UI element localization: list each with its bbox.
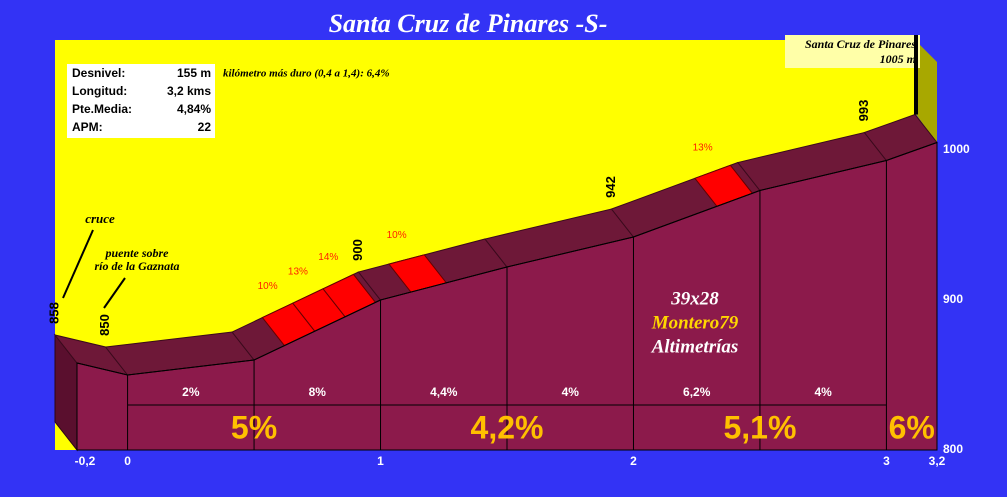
annotation: río de la Gaznata [94, 259, 179, 273]
info-value: 155 m [177, 66, 211, 80]
half-km-gradient: 4% [815, 385, 833, 399]
side-wall [915, 40, 937, 143]
elevation-label: 850 [97, 314, 112, 336]
summit-name: Santa Cruz de Pinares [805, 37, 916, 51]
steep-label: 13% [288, 267, 308, 278]
half-km-gradient: 6,2% [683, 385, 711, 399]
half-km-gradient: 4,4% [430, 385, 458, 399]
info-label: Longitud: [72, 84, 127, 98]
km-gradient: 5,1% [723, 409, 796, 445]
half-km-gradient: 2% [182, 385, 200, 399]
info-label: Desnivel: [72, 66, 125, 80]
credit: Montero79 [651, 312, 739, 333]
y-tick-label: 800 [943, 442, 963, 456]
km-gradient: 6% [889, 409, 935, 445]
info-box: Desnivel: 155 m Longitud: 3,2 kms Pte.Media:… [67, 64, 215, 138]
info-label: APM: [72, 120, 103, 134]
info-value: 22 [198, 120, 212, 134]
x-tick-label: 2 [630, 454, 637, 468]
info-background [67, 64, 215, 138]
x-tick-label: 0 [124, 454, 131, 468]
info-label: Pte.Media: [72, 102, 132, 116]
x-tick-label: -0,2 [75, 454, 96, 468]
steep-label: 14% [318, 252, 338, 263]
hardest-km-note: kilómetro más duro (0,4 a 1,4): 6,4% [223, 68, 390, 80]
half-km-gradient: 8% [309, 385, 327, 399]
annotation-line [62, 229, 94, 299]
half-km-gradient: 4% [562, 385, 580, 399]
steep-label: 10% [258, 281, 278, 292]
credit: Altimetrías [651, 336, 739, 357]
chart-title: Santa Cruz de Pinares -S- [329, 9, 608, 38]
annotation-line [103, 277, 126, 309]
y-tick-label: 1000 [943, 142, 970, 156]
summit-elevation: 1005 m [880, 52, 916, 66]
y-tick-label: 900 [943, 292, 963, 306]
x-tick-label: 1 [377, 454, 384, 468]
annotation: puente sobre [105, 246, 170, 260]
elevation-label: 993 [856, 100, 871, 122]
credit: 39x28 [670, 288, 719, 309]
steep-label: 10% [387, 230, 407, 241]
summit-box [785, 35, 920, 68]
info-value: 4,84% [177, 102, 211, 116]
annotation: cruce [85, 211, 115, 226]
elevation-label: 900 [350, 239, 365, 261]
km-gradient: 5% [231, 409, 277, 445]
elevation-label: 942 [603, 176, 618, 198]
info-value: 3,2 kms [167, 84, 211, 98]
elevation-label: 858 [46, 302, 61, 324]
steep-label: 13% [693, 142, 713, 153]
x-tick-label: 3,2 [929, 454, 946, 468]
x-tick-label: 3 [883, 454, 890, 468]
km-gradient: 4,2% [471, 409, 544, 445]
